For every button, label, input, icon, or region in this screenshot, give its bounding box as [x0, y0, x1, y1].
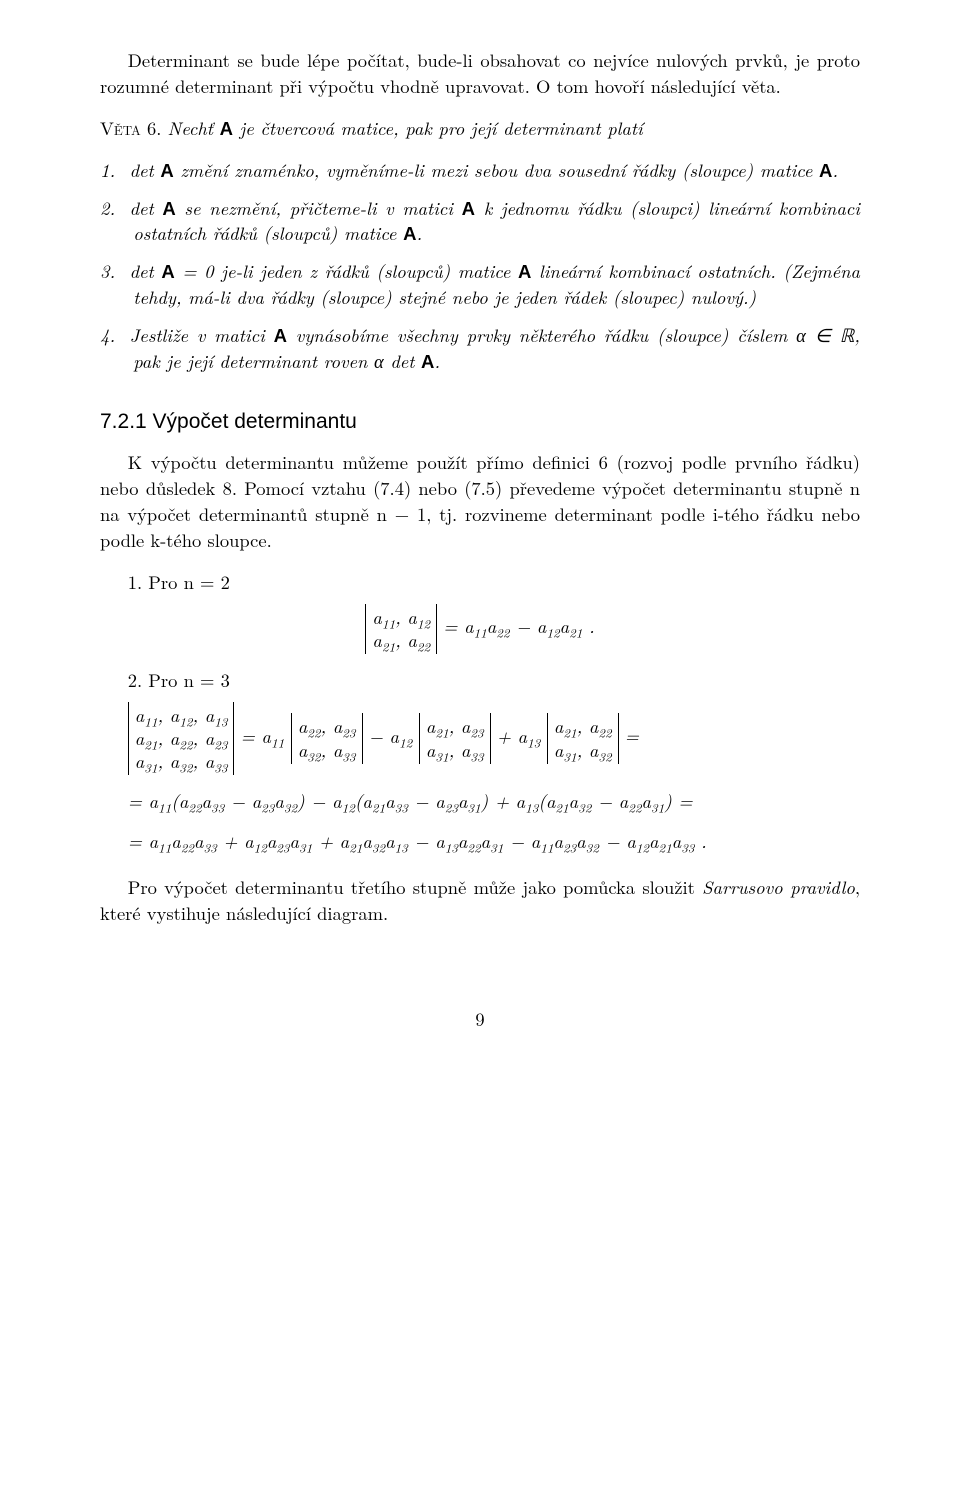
det-row: a21, a22	[372, 629, 430, 652]
det-bars: a11, a12 a21, a22	[365, 604, 437, 654]
item-text: det	[130, 195, 163, 221]
paragraph-text: Pro výpočet determinantu třetího stupně …	[128, 874, 702, 900]
case-n2-label: 1. Pro n = 2	[128, 570, 860, 596]
case-n3-label: 2. Pro n = 3	[128, 668, 860, 694]
matrix-A-symbol: A	[421, 351, 434, 372]
math-text: + a13	[497, 723, 547, 749]
matrix-A-symbol: A	[518, 261, 531, 282]
matrix-A-symbol: A	[403, 223, 416, 244]
theorem-item-2: 2.det A se nezmění, přičteme-li v matici…	[133, 196, 860, 248]
det-row: a22, a23	[298, 715, 356, 738]
math-text: =	[625, 723, 639, 749]
theorem-item-4: 4.Jestliže v matici A vynásobíme všechny…	[133, 323, 860, 375]
item-text: změní znaménko, vyměníme-li mezi sebou d…	[174, 157, 819, 183]
det-row: a31, a32, a33	[135, 750, 228, 773]
calc-paragraph: K výpočtu determinantu můžeme použít pří…	[100, 450, 860, 554]
item-marker: 3.	[100, 259, 130, 285]
theorem-item-3: 3.det A = 0 je-li jeden z řádků (sloupců…	[133, 259, 860, 311]
det-3x3-line3: = a11a22a33 + a12a23a31 + a21a32a13 − a1…	[128, 829, 860, 855]
page-number: 9	[100, 1007, 860, 1033]
intro-paragraph: Determinant se bude lépe počítat, bude-l…	[100, 48, 860, 100]
det-row: a21, a23	[426, 715, 484, 738]
item-text: = 0 je-li jeden z řádků (sloupců) matice	[175, 258, 518, 284]
det-row: a31, a32	[554, 739, 612, 762]
matrix-A-symbol: A	[220, 118, 233, 139]
matrix-A-symbol: A	[819, 160, 832, 181]
det-row: a32, a33	[298, 739, 356, 762]
item-text: Jestliže v matici	[130, 322, 274, 348]
det-bars: a11, a12, a13 a21, a22, a23 a31, a32, a3…	[128, 702, 235, 775]
math-text: − a12	[369, 723, 419, 749]
det-row: a11, a12, a13	[135, 704, 228, 727]
item-marker: 2.	[100, 196, 130, 222]
theorem-heading: Věta 6. Nechť A je čtvercová matice, pak…	[100, 116, 860, 142]
det-rhs: = a11a22 − a12a21 .	[443, 613, 594, 639]
matrix-A-symbol: A	[162, 198, 175, 219]
sarrus-paragraph: Pro výpočet determinantu třetího stupně …	[100, 875, 860, 927]
item-text: .	[416, 220, 422, 246]
det-row: a11, a12	[372, 606, 430, 629]
matrix-A-symbol: A	[462, 198, 475, 219]
item-text: det	[130, 157, 161, 183]
item-text: .	[434, 348, 440, 374]
sarrus-rule-em: Sarrusovo pravidlo	[702, 874, 855, 900]
item-marker: 4.	[100, 323, 130, 349]
matrix-A-symbol: A	[274, 325, 287, 346]
item-marker: 1.	[100, 158, 130, 184]
math-text: = a11	[241, 723, 291, 749]
det-row: a31, a33	[426, 739, 484, 762]
theorem-statement: Nechť A je čtvercová matice, pak pro jej…	[168, 115, 643, 141]
matrix-A-symbol: A	[161, 261, 174, 282]
theorem-items: 1.det A změní znaménko, vyměníme-li mezi…	[100, 158, 860, 375]
det-2x2-formula: a11, a12 a21, a22 = a11a22 − a12a21 .	[100, 604, 860, 654]
det-bars: a21, a23 a31, a33	[419, 713, 491, 763]
det-3x3-line2: = a11(a22a33 − a23a32) − a12(a21a33 − a2…	[128, 789, 860, 815]
item-text: det	[130, 258, 162, 284]
theorem-text: je čtvercová matice, pak pro její determ…	[233, 115, 643, 141]
matrix-A-symbol: A	[160, 160, 173, 181]
det-bars: a22, a23 a32, a33	[291, 713, 363, 763]
item-text: .	[832, 157, 838, 183]
det-row: a21, a22, a23	[135, 727, 228, 750]
subsection-heading: 7.2.1 Výpočet determinantu	[100, 407, 860, 436]
det-bars: a21, a22 a31, a32	[547, 713, 619, 763]
item-text: se nezmění, přičteme-li v matici	[176, 195, 462, 221]
theorem-text: Nechť	[168, 115, 220, 141]
det-3x3-expansion: a11, a12, a13 a21, a22, a23 a31, a32, a3…	[128, 702, 860, 775]
theorem-item-1: 1.det A změní znaménko, vyměníme-li mezi…	[133, 158, 860, 184]
det-row: a21, a22	[554, 715, 612, 738]
theorem-label: Věta 6.	[100, 115, 161, 141]
